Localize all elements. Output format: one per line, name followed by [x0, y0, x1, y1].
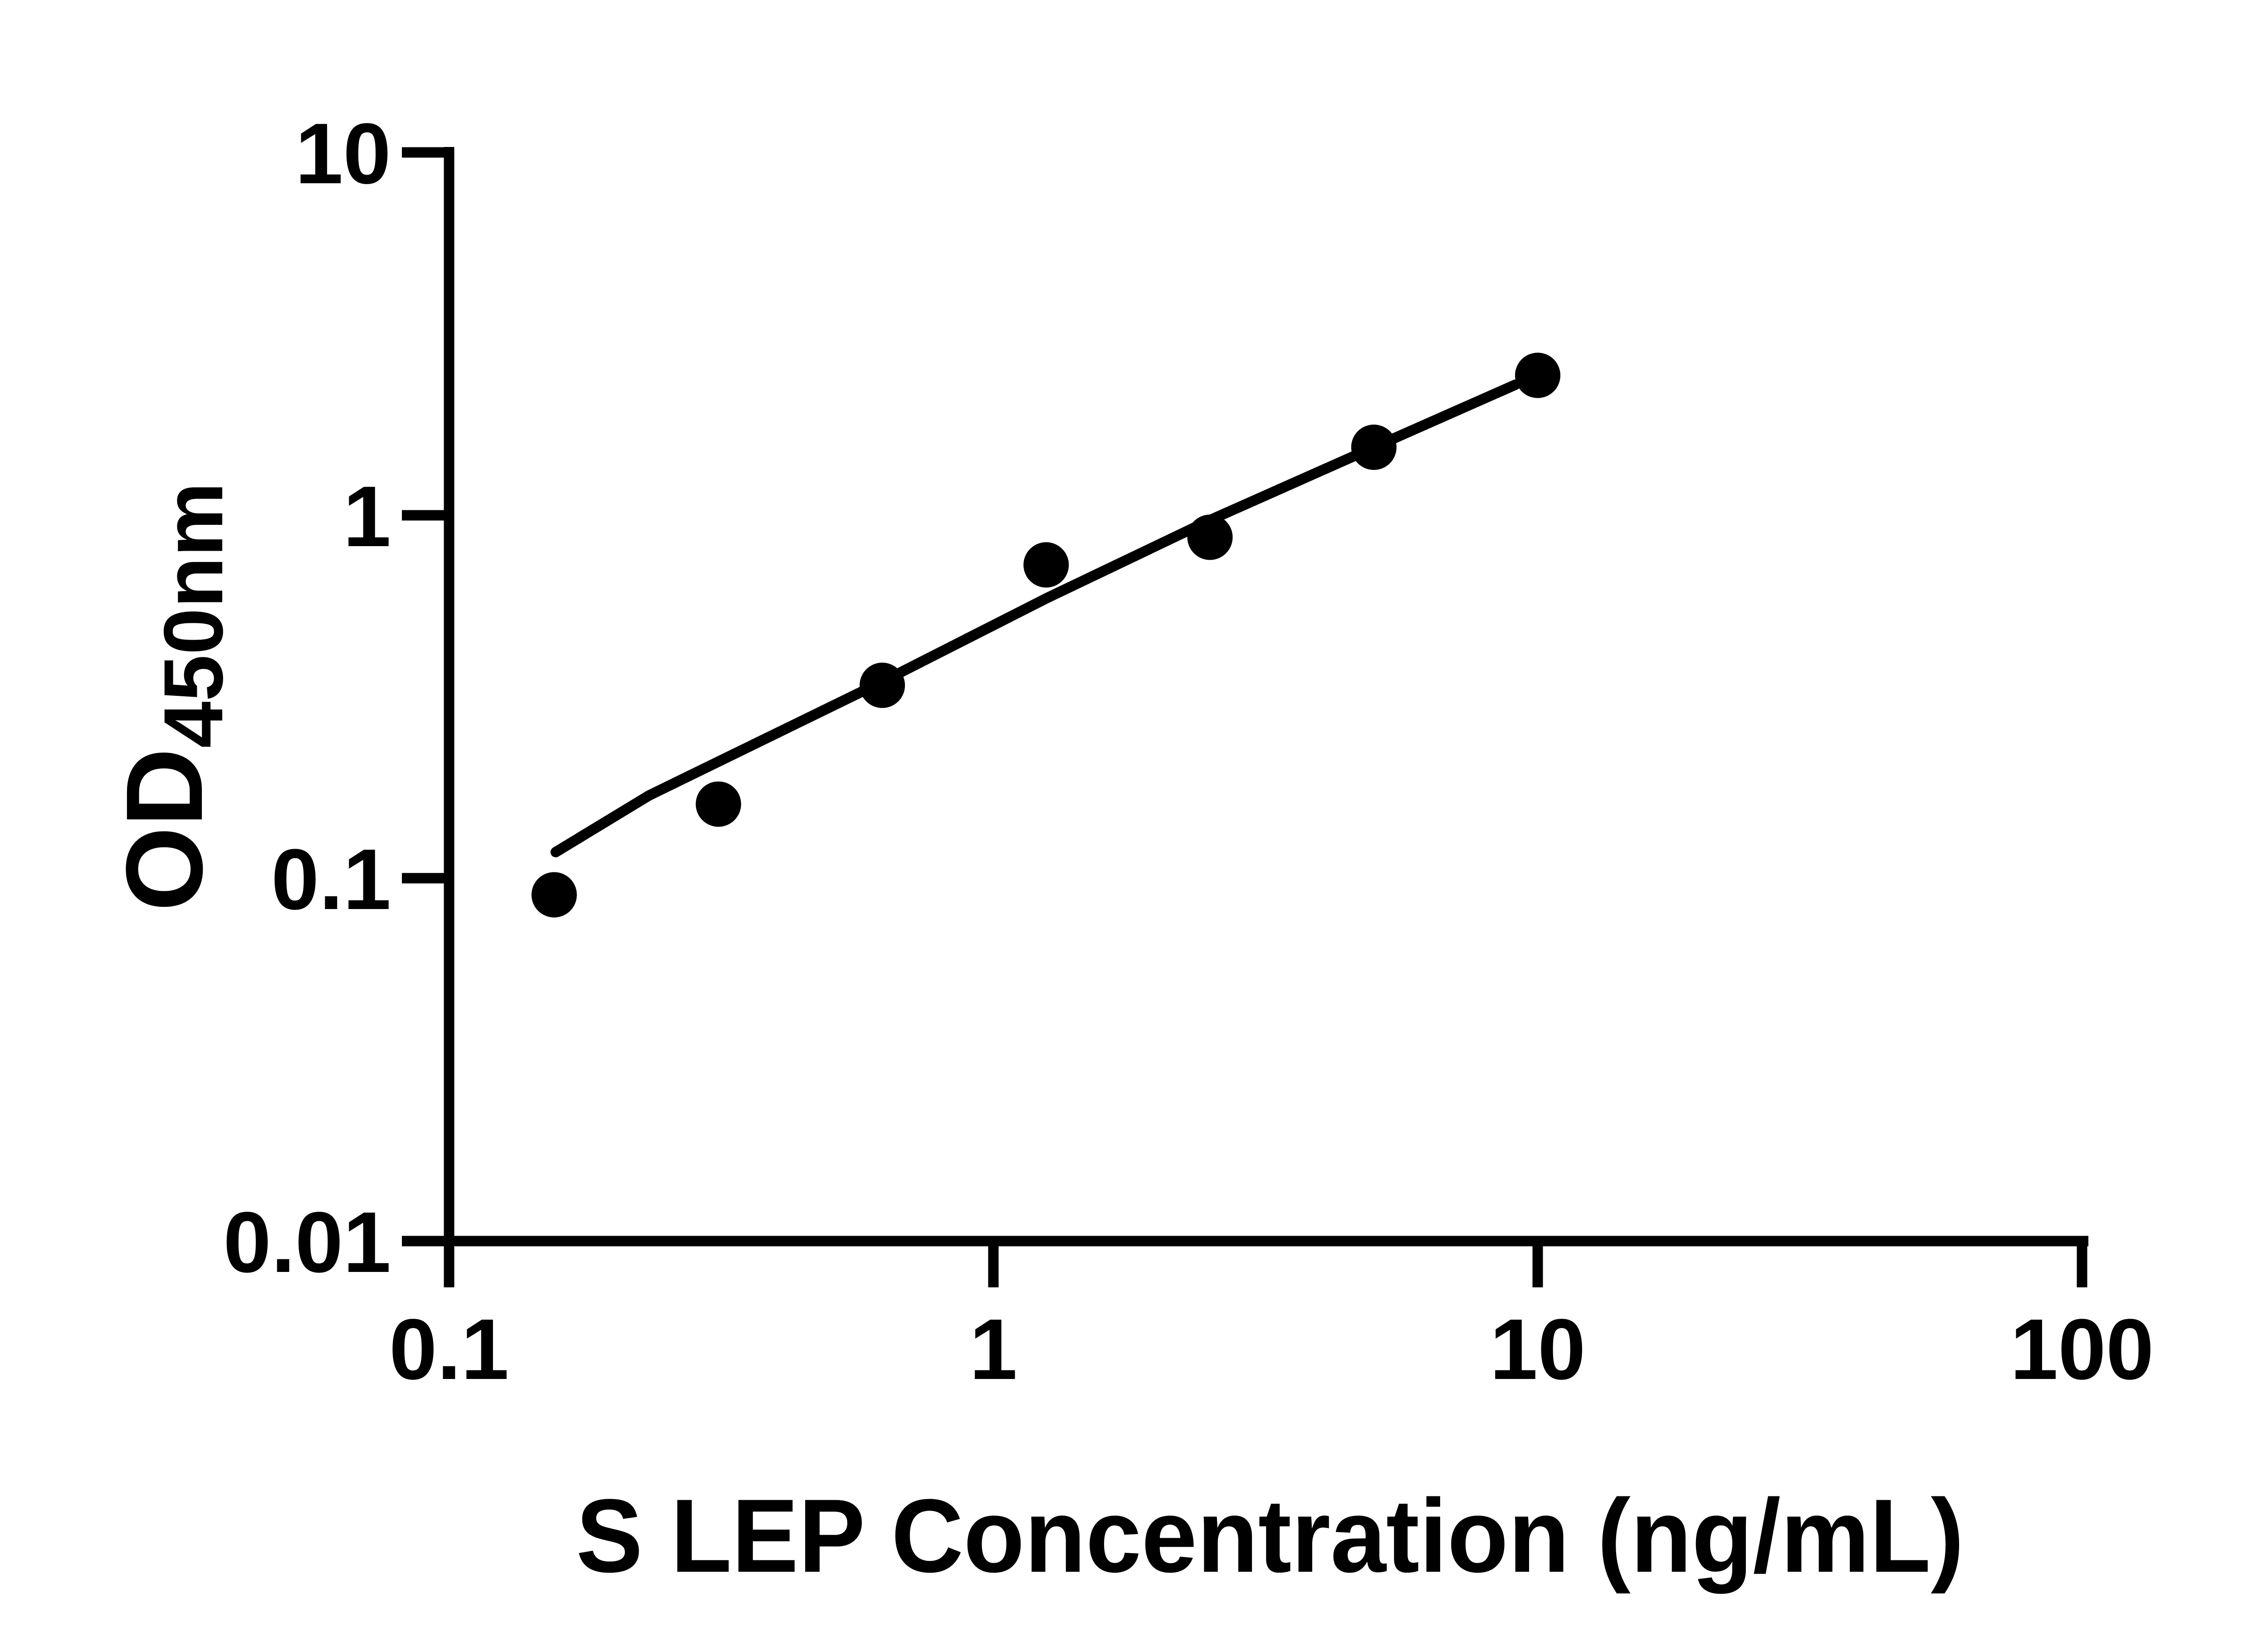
- y-tick-label: 1: [343, 469, 391, 565]
- x-tick-label: 0.1: [389, 1301, 509, 1398]
- y-tick-label: 0.1: [271, 831, 391, 928]
- y-axis-title-subscript: 450nm: [147, 482, 240, 748]
- x-tick-label: 1: [969, 1301, 1017, 1398]
- data-point: [531, 872, 577, 918]
- y-axis-ticks: 10 1 0.1 0.01: [223, 106, 449, 1291]
- y-axis-title-main: OD: [103, 748, 225, 911]
- x-axis-title: S LEP Concentration (ng/mL): [576, 1477, 1964, 1594]
- x-axis-ticks: 0.1 1 10 100: [389, 1241, 2154, 1398]
- data-point: [1023, 542, 1069, 588]
- data-point: [1515, 352, 1560, 398]
- y-tick-label: 0.01: [223, 1194, 391, 1291]
- y-tick-label: 10: [295, 106, 391, 202]
- data-point: [1351, 425, 1397, 470]
- data-point: [695, 781, 741, 827]
- x-tick-label: 100: [2010, 1301, 2154, 1398]
- data-points-group: [531, 352, 1560, 918]
- y-axis-title: OD450nm: [103, 482, 240, 911]
- data-point: [1187, 514, 1233, 560]
- data-point: [860, 662, 905, 708]
- axis-lines: [444, 147, 2088, 1247]
- x-tick-label: 10: [1490, 1301, 1585, 1398]
